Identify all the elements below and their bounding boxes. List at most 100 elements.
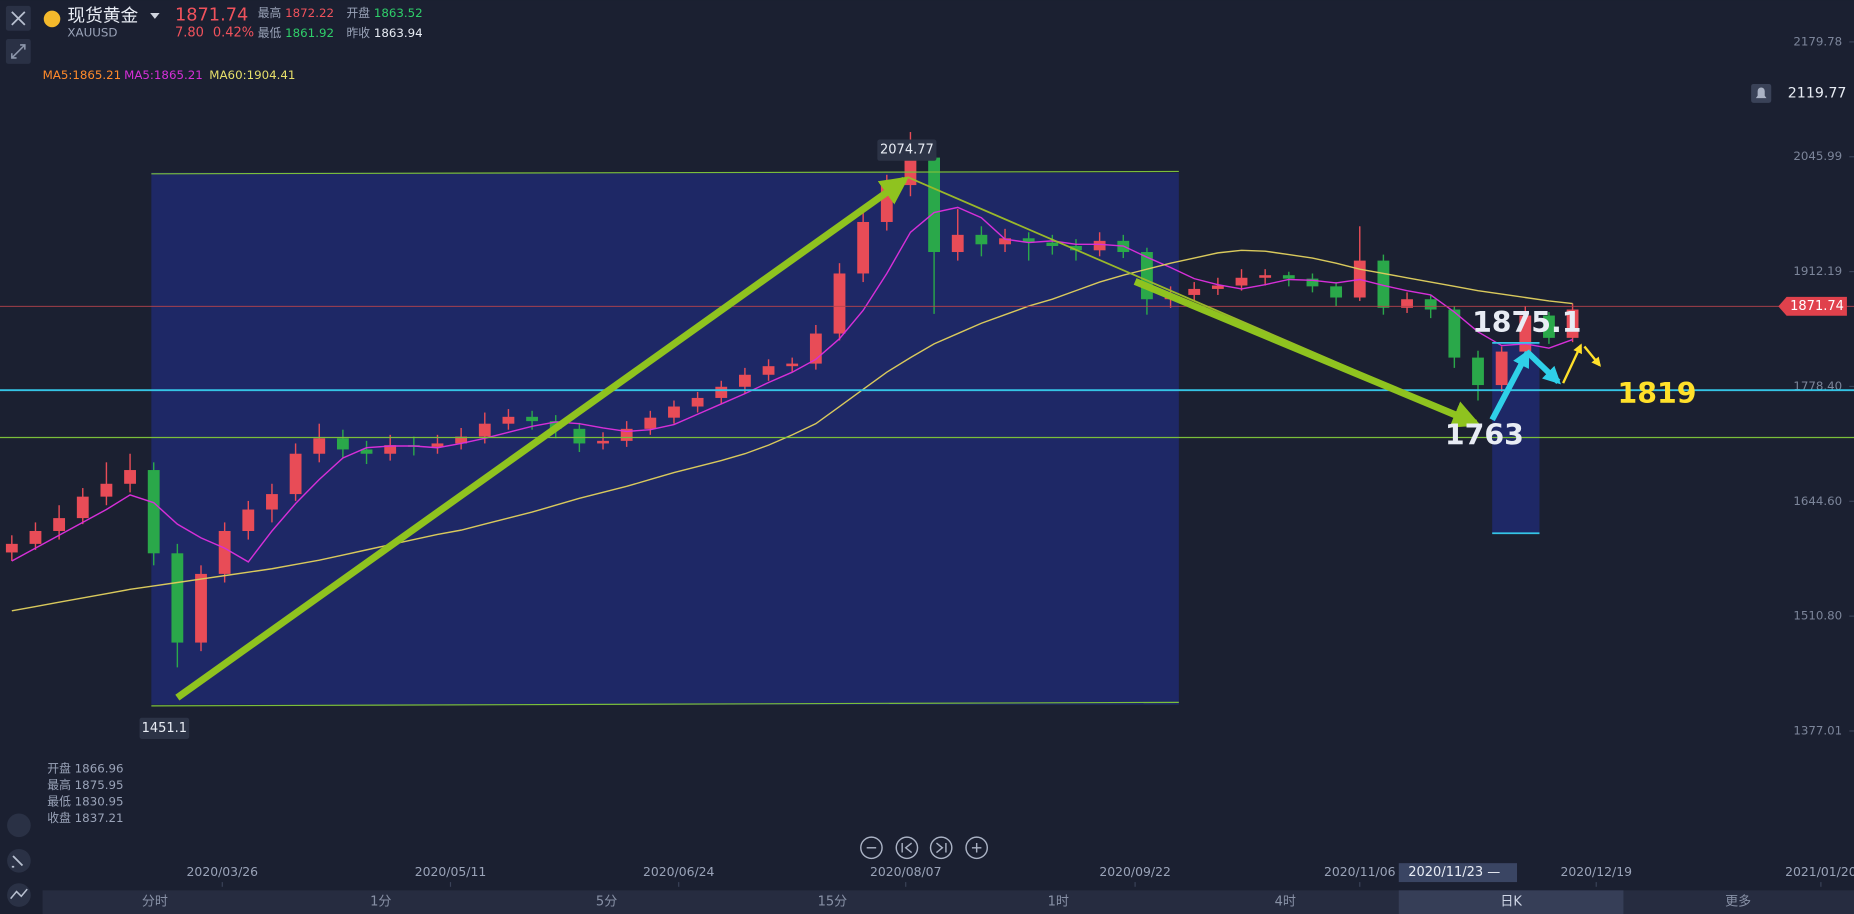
bell-icon <box>1755 87 1767 99</box>
candle-body <box>336 438 349 450</box>
y-tick-label: 1377.01 <box>1793 723 1842 737</box>
candle-body <box>975 234 988 245</box>
tab[interactable]: 1分 <box>370 895 391 910</box>
legend-entry: MA60:1904.41 <box>209 68 295 82</box>
candle-body <box>1259 275 1272 278</box>
gold-icon <box>43 10 61 28</box>
candle-body <box>218 530 231 574</box>
ohlc-row: 开盘 1866.96 <box>47 761 123 775</box>
tab[interactable]: 更多 <box>1725 894 1751 910</box>
peak-label: 1875.1 <box>1472 306 1581 339</box>
candle-body <box>786 363 799 367</box>
candle-body <box>1377 260 1390 308</box>
tool-button[interactable] <box>7 813 31 838</box>
candle-body <box>171 553 184 643</box>
candle-body <box>951 234 964 253</box>
candle-body <box>904 157 917 186</box>
change: 7.80 <box>175 26 204 41</box>
scroll-end[interactable] <box>929 836 953 860</box>
candle-body <box>1235 277 1248 286</box>
candle-body <box>289 453 302 495</box>
x-tick-label: 2020/11/06 <box>1324 864 1396 879</box>
candle-body <box>195 573 207 643</box>
ohlc-row: 收盘 1837.21 <box>47 811 123 825</box>
dropdown-icon[interactable] <box>150 13 160 19</box>
zoom-out[interactable] <box>860 836 883 860</box>
x-tick-label: 2020/12/19 <box>1560 864 1632 879</box>
symbol: XAUUSD <box>67 26 117 40</box>
ohlc-label: 开盘 <box>47 761 71 775</box>
tabs: 分时 1分 5分 15分 1时 4时 日K 更多 <box>142 894 1751 910</box>
tab-selected <box>1398 890 1624 914</box>
legend-entry: MA5:1865.21 <box>124 68 203 82</box>
candle-body <box>384 445 397 454</box>
ma-line <box>11 206 1573 563</box>
candle-body <box>478 423 491 437</box>
zoom-in[interactable] <box>965 836 989 860</box>
candle-body <box>526 416 538 422</box>
stat-label: 最低 <box>258 26 282 40</box>
tab[interactable]: 分时 <box>142 895 168 910</box>
candle-body <box>29 530 42 544</box>
ohlc-value: 1830.95 <box>75 794 124 808</box>
candle-body <box>53 518 66 531</box>
candle-body <box>1448 309 1461 358</box>
icon <box>901 842 913 854</box>
tab[interactable]: 5分 <box>596 895 617 910</box>
level-line <box>151 701 1179 707</box>
candle-body <box>668 406 680 418</box>
tab[interactable]: 4时 <box>1275 895 1296 910</box>
stat: 最高 1872.22 <box>258 6 334 20</box>
candle-body <box>1472 357 1484 386</box>
zoom-controls <box>860 836 989 860</box>
candle-body <box>1495 351 1508 386</box>
candle-body <box>1022 238 1035 243</box>
stat: 最低 1861.92 <box>258 26 334 40</box>
plot: 2179.782045.991912.191778.401644.601510.… <box>0 34 1854 737</box>
tab[interactable]: 1时 <box>1048 895 1069 910</box>
close-icon <box>11 11 26 26</box>
low-label: 1451.1 <box>142 721 187 736</box>
candle-body <box>1070 246 1082 251</box>
candle-body <box>762 366 775 375</box>
candle-body <box>809 333 822 364</box>
candle-body <box>1543 315 1555 338</box>
expand-icon <box>11 44 26 59</box>
candle-body <box>833 273 846 334</box>
stat-value: 1863.52 <box>374 6 423 20</box>
ohlc-label: 最低 <box>47 794 71 808</box>
candle-body <box>620 428 633 441</box>
candle-body <box>715 386 728 398</box>
wave-arrow <box>1489 349 1531 422</box>
candle-body <box>928 157 941 253</box>
crosshair-box <box>1398 863 1518 883</box>
candle-body <box>738 374 751 387</box>
tab[interactable]: 15分 <box>818 895 848 910</box>
x-axis: 2020/03/26 2020/05/11 2020/06/24 2020/08/07… <box>187 864 1854 887</box>
x-tick-label: 2021/01/20 <box>1785 864 1854 879</box>
ohlc-row: 最低 1830.95 <box>47 794 123 808</box>
tool-button[interactable] <box>7 883 31 907</box>
candle-body <box>597 440 609 444</box>
y-tick-label: 1644.60 <box>1793 494 1842 508</box>
level-line <box>151 170 1179 175</box>
wave-arrow <box>1562 343 1582 384</box>
candle-body <box>5 543 18 553</box>
tab[interactable]: 日K <box>1500 895 1522 910</box>
ohlc-value: 1875.95 <box>75 778 124 792</box>
candle-body <box>1141 252 1153 300</box>
range-box <box>151 172 1179 705</box>
candle-body <box>1211 285 1224 289</box>
candle-body <box>313 438 326 454</box>
price-tag <box>1778 296 1847 316</box>
x-tick-label: 2020/06/24 <box>643 864 715 879</box>
label-box <box>139 717 190 740</box>
candle-body <box>857 221 870 274</box>
candle-body <box>502 416 515 424</box>
candle-body <box>124 470 136 484</box>
header: 现货黄金 XAUUSD 1871.74 7.80 0.42% 最高 1872.2… <box>5 5 423 82</box>
scroll-start[interactable] <box>895 836 919 860</box>
instrument-name[interactable]: 现货黄金 <box>67 6 138 27</box>
candle-body <box>242 509 255 531</box>
